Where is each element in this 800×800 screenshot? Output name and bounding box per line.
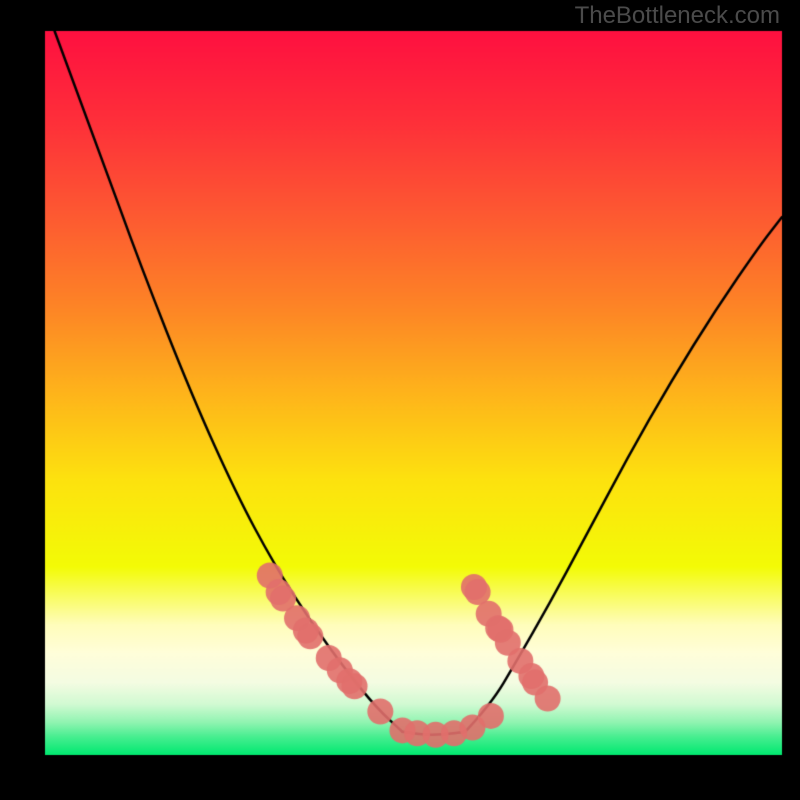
chart-stage: TheBottleneck.com	[0, 0, 800, 800]
watermark-text: TheBottleneck.com	[575, 2, 780, 30]
bottleneck-v-curve-chart	[0, 0, 800, 800]
